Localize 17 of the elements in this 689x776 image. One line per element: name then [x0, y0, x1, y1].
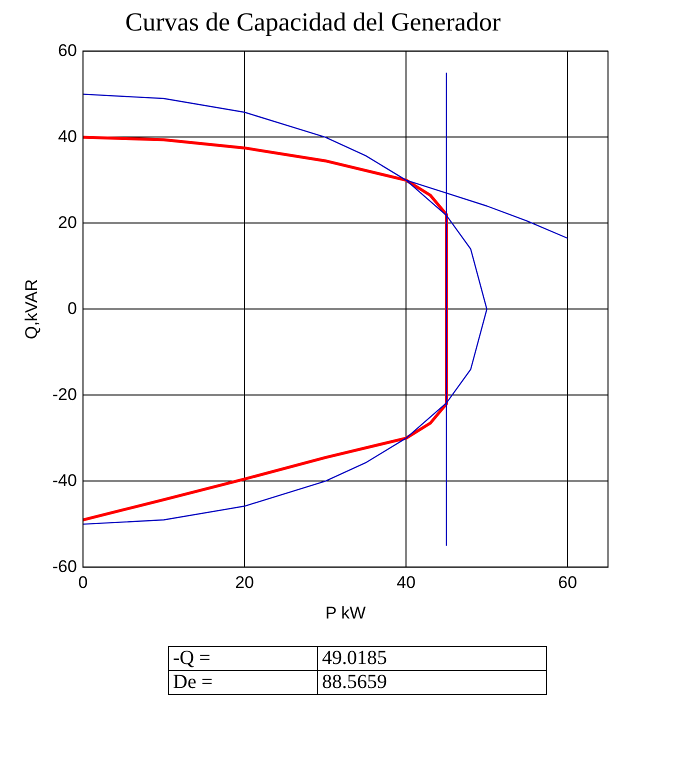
text: 49.0185	[318, 646, 546, 670]
text: De =	[168, 670, 318, 694]
x-tick-label: 40	[396, 573, 416, 592]
x-axis-title: P kW	[325, 603, 366, 622]
y-axis-title: Q,kVAR	[22, 279, 41, 340]
y-tick-label: -60	[52, 556, 77, 576]
x-tick-label: 20	[235, 573, 254, 592]
y-tick-label: 0	[68, 298, 77, 318]
chart-title: Curvas de Capacidad del Generador	[125, 7, 502, 36]
y-tick-label: 60	[58, 40, 77, 60]
text: 88.5659	[318, 670, 546, 694]
y-tick-label: 40	[58, 126, 77, 146]
x-tick-label: 60	[558, 573, 578, 592]
y-tick-label: -40	[52, 470, 77, 490]
text: -Q =	[168, 646, 318, 670]
y-tick-label: -20	[52, 384, 77, 404]
y-tick-label: 20	[58, 212, 77, 232]
